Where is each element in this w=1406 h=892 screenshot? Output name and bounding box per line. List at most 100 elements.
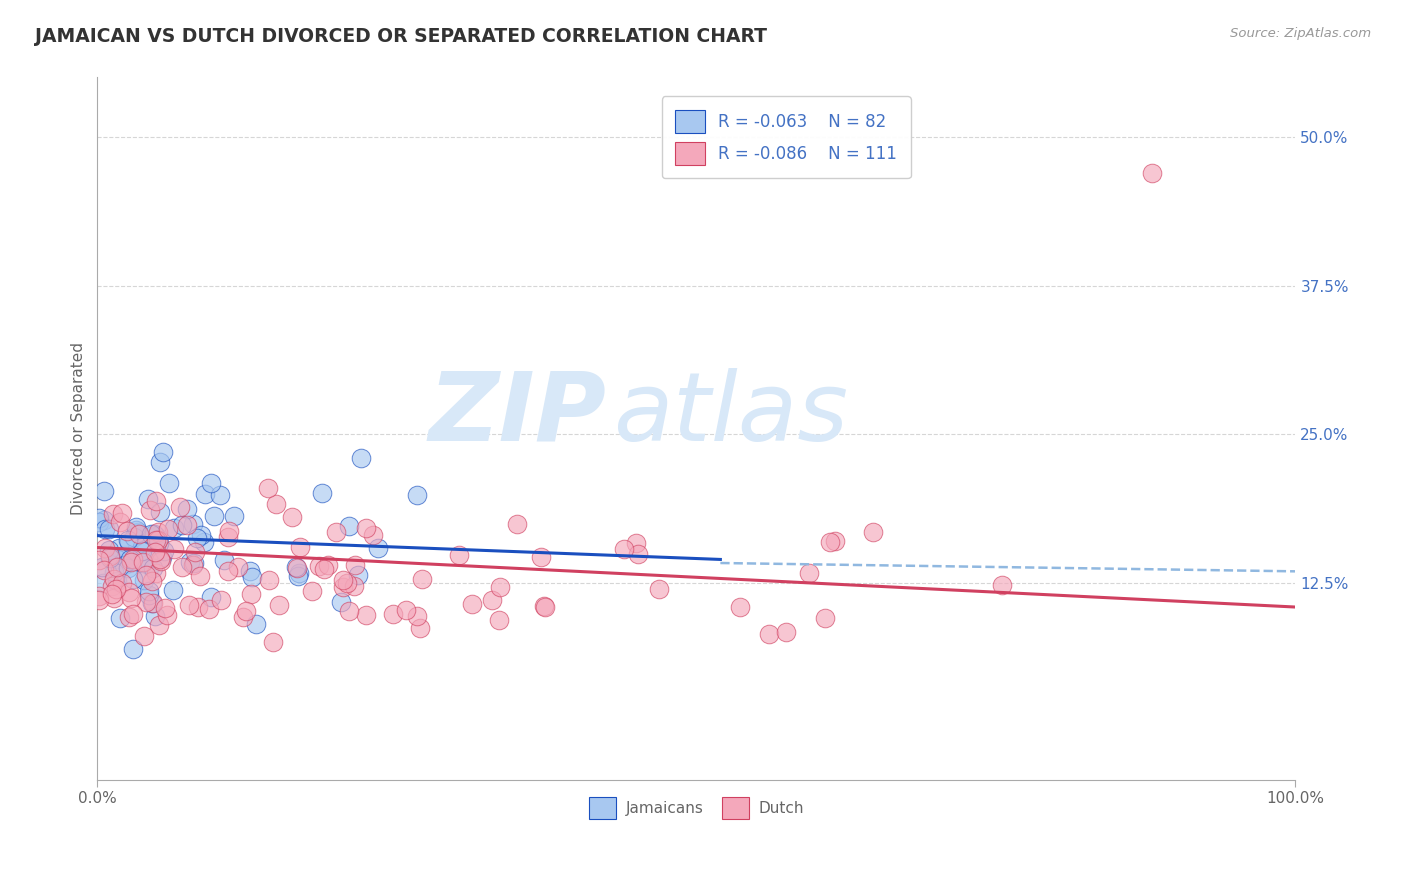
Point — [94, 541, 117, 556]
Point — [209, 593, 232, 607]
Point — [122, 607, 145, 621]
Point — [228, 560, 250, 574]
Point — [163, 541, 186, 556]
Point — [186, 531, 208, 545]
Point — [89, 553, 111, 567]
Point — [217, 564, 239, 578]
Point — [184, 545, 207, 559]
Point — [115, 549, 138, 563]
Point — [218, 524, 240, 538]
Point — [101, 507, 124, 521]
Point — [235, 604, 257, 618]
Point — [98, 549, 121, 563]
Point — [862, 525, 884, 540]
Point — [488, 614, 510, 628]
Point — [198, 602, 221, 616]
Point — [183, 556, 205, 570]
Point — [162, 582, 184, 597]
Point — [176, 501, 198, 516]
Point — [648, 582, 671, 596]
Point — [354, 521, 377, 535]
Point — [148, 536, 170, 550]
Point — [411, 572, 433, 586]
Point — [103, 591, 125, 605]
Point — [143, 545, 166, 559]
Point — [337, 518, 360, 533]
Point — [337, 603, 360, 617]
Point — [145, 566, 167, 580]
Point — [489, 580, 512, 594]
Point — [149, 552, 172, 566]
Point — [181, 558, 204, 572]
Point — [98, 522, 121, 536]
Point — [125, 519, 148, 533]
Point — [132, 555, 155, 569]
Point — [534, 599, 557, 614]
Point — [367, 541, 389, 556]
Text: Source: ZipAtlas.com: Source: ZipAtlas.com — [1230, 27, 1371, 40]
Point — [89, 515, 111, 529]
Point — [93, 513, 115, 527]
Point — [98, 551, 121, 566]
Point — [115, 524, 138, 538]
Point — [145, 609, 167, 624]
Point — [112, 548, 135, 562]
Point — [382, 607, 405, 621]
Point — [91, 575, 114, 590]
Point — [132, 556, 155, 570]
Point — [120, 591, 142, 606]
Point — [104, 582, 127, 596]
Point — [145, 529, 167, 543]
Point — [93, 483, 115, 498]
Point — [118, 610, 141, 624]
Point — [146, 533, 169, 548]
Point — [105, 574, 128, 588]
Point — [267, 599, 290, 613]
Point — [108, 541, 131, 556]
Point — [1140, 166, 1163, 180]
Point — [108, 610, 131, 624]
Point — [188, 569, 211, 583]
Point — [148, 455, 170, 469]
Point — [245, 617, 267, 632]
Point — [350, 451, 373, 466]
Point — [111, 506, 134, 520]
Point — [325, 524, 347, 539]
Point — [125, 526, 148, 541]
Point — [461, 597, 484, 611]
Point — [152, 445, 174, 459]
Point — [169, 500, 191, 514]
Point — [156, 607, 179, 622]
Point — [132, 629, 155, 643]
Point — [120, 555, 142, 569]
Point — [336, 575, 359, 590]
Point — [101, 579, 124, 593]
Point — [101, 587, 124, 601]
Point — [343, 558, 366, 572]
Point — [131, 544, 153, 558]
Point — [122, 530, 145, 544]
Point — [200, 475, 222, 490]
Point — [121, 552, 143, 566]
Point — [181, 516, 204, 531]
Point — [481, 593, 503, 607]
Point — [107, 552, 129, 566]
Point — [775, 624, 797, 639]
Point — [131, 541, 153, 555]
Point — [308, 559, 330, 574]
Point — [329, 595, 352, 609]
Point — [262, 635, 284, 649]
Point — [222, 508, 245, 523]
Point — [447, 549, 470, 563]
Point — [142, 596, 165, 610]
Point — [124, 523, 146, 537]
Point — [991, 578, 1014, 592]
Point — [332, 580, 354, 594]
Point — [239, 565, 262, 579]
Point — [530, 549, 553, 564]
Point — [132, 574, 155, 588]
Point — [214, 553, 236, 567]
Point — [150, 549, 173, 564]
Point — [87, 510, 110, 524]
Point — [141, 596, 163, 610]
